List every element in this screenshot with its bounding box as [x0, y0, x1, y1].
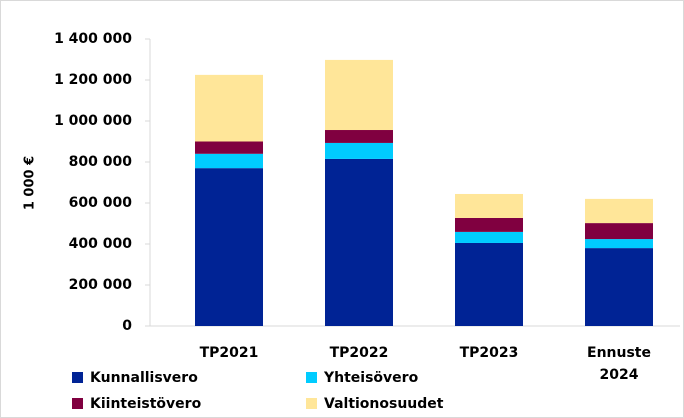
bar-segment [325, 59, 393, 131]
x-tick-label: Ennuste 2024 [587, 345, 651, 383]
legend-label: Valtionosuudet [324, 396, 444, 412]
y-tick-label: 1 200 000 [54, 72, 132, 88]
y-tick-label: 0 [122, 318, 132, 334]
y-tick-label: 400 000 [69, 236, 133, 252]
legend-swatch [306, 398, 317, 409]
bar-segment [195, 153, 263, 169]
x-tick-label: TP2022 [329, 345, 389, 361]
bar-segment [585, 223, 653, 240]
bar-segment [325, 142, 393, 159]
bar-segment [325, 158, 393, 326]
legend-label: Kunnallisvero [90, 370, 198, 386]
bar-segment [195, 141, 263, 154]
bar-segment [585, 239, 653, 249]
y-axis-label: 1 000 € [23, 156, 38, 210]
bar-segment [195, 168, 263, 326]
legend-swatch [72, 398, 83, 409]
y-tick-label: 1 400 000 [54, 31, 132, 47]
y-tick-label: 1 000 000 [54, 113, 132, 129]
x-tick-label: TP2023 [459, 345, 519, 361]
y-tick-label: 600 000 [69, 195, 133, 211]
bar-segment [325, 130, 393, 143]
bar-segment [195, 74, 263, 142]
y-tick-label: 200 000 [69, 277, 133, 293]
x-tick-label: TP2021 [199, 345, 259, 361]
bar-segment [455, 242, 523, 326]
y-tick-label: 800 000 [69, 154, 133, 170]
bar-segment [455, 217, 523, 232]
bar-segment [455, 193, 523, 218]
legend-label: Kiinteistövero [90, 396, 202, 412]
legend-label: Yhteisövero [323, 370, 419, 386]
legend-swatch [72, 372, 83, 383]
legend-swatch [306, 372, 317, 383]
bar-segment [585, 248, 653, 326]
bar-segment [585, 198, 653, 224]
bar-segment [455, 231, 523, 243]
